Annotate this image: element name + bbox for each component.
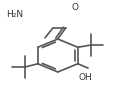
Text: H₂N: H₂N <box>7 10 24 19</box>
Text: O: O <box>71 3 78 12</box>
Text: OH: OH <box>78 73 92 82</box>
